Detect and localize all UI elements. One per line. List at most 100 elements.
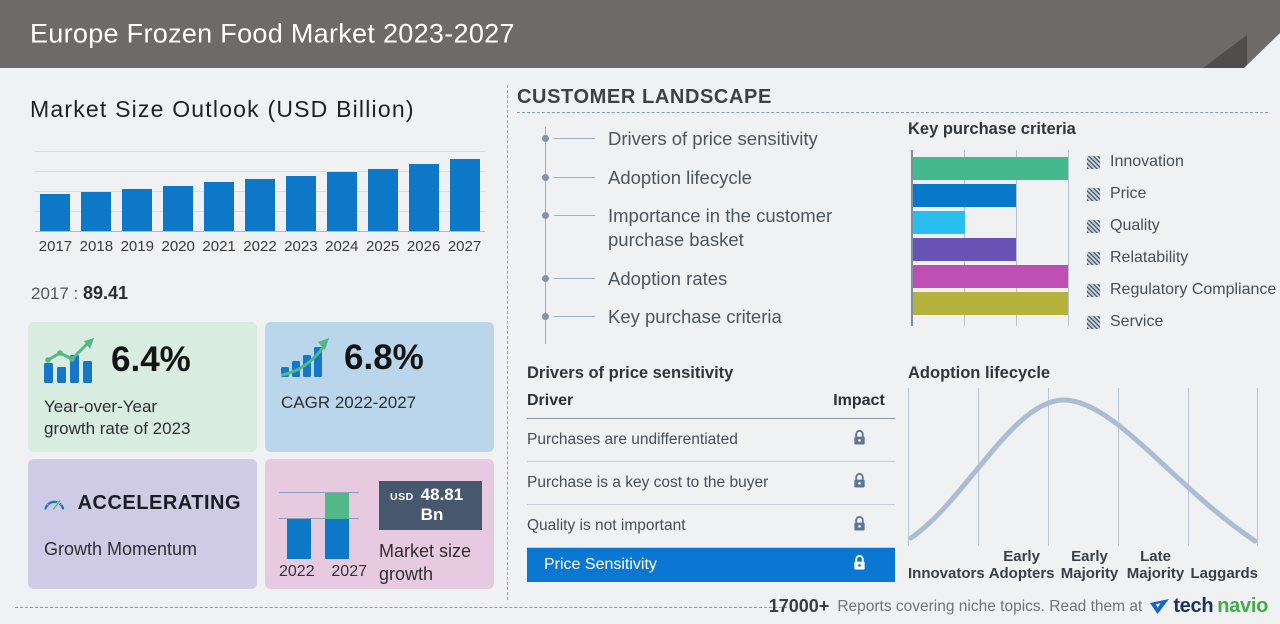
- base-year-label: 2017: [31, 284, 69, 303]
- bar-2027: [449, 159, 480, 231]
- gridline: [1068, 150, 1069, 326]
- cagr-caption: CAGR 2022-2027: [281, 393, 417, 412]
- bar-2022: [244, 179, 275, 231]
- bar-2020: [163, 186, 194, 231]
- adoption-lifecycle-title: Adoption lifecycle: [908, 364, 1051, 382]
- bar-cell: [76, 149, 117, 231]
- hatch-swatch-icon: [1087, 219, 1100, 233]
- segment-label: Innovators: [908, 564, 985, 582]
- year-label: 2026: [406, 238, 441, 255]
- legend-label: Innovation: [1110, 153, 1184, 170]
- column-header-driver: Driver: [527, 392, 574, 409]
- usd-growth-badge: USD 48.81 Bn: [379, 481, 482, 530]
- bar-cell: [280, 149, 321, 231]
- gridline: [35, 151, 485, 152]
- year-label: 2021: [202, 238, 236, 255]
- year-label: 2020: [161, 238, 195, 255]
- gridline: [1188, 388, 1189, 546]
- segment-label: Early Majority: [1060, 547, 1119, 582]
- market-size-growth-card: 2022 2027 USD 48.81 Bn Market size growt…: [265, 459, 494, 589]
- kpc-bars: [913, 157, 1068, 319]
- column-header-impact: Impact: [833, 392, 885, 409]
- hatch-swatch-icon: [1087, 315, 1100, 329]
- bar-2026: [408, 164, 439, 231]
- bar-2024: [326, 172, 357, 231]
- bar-cell: [321, 149, 362, 231]
- adoption-lifecycle-chart: [908, 388, 1258, 546]
- page-curl-fold: [1203, 35, 1247, 68]
- legend-item: Price: [1087, 185, 1276, 203]
- segment-label: Early Adopters: [988, 547, 1055, 582]
- key-purchase-criteria-chart: [911, 150, 1069, 326]
- y-axis-line: [911, 150, 913, 326]
- lock-icon: [853, 555, 865, 570]
- hatch-swatch-icon: [1087, 251, 1100, 265]
- legend-label: Quality: [1110, 217, 1160, 234]
- bar-cell: [362, 149, 403, 231]
- growth-momentum-card: ACCELERATING Growth Momentum: [28, 459, 257, 589]
- gridline: [35, 171, 485, 172]
- cagr-arrow-icon: [281, 338, 329, 377]
- bar-cell: [403, 149, 444, 231]
- customer-landscape-title: CUSTOMER LANDSCAPE: [517, 86, 772, 108]
- mini-year-2022: 2022: [279, 563, 315, 580]
- kpc-bar-quality: [913, 211, 965, 234]
- segment-label: Laggards: [1190, 564, 1259, 582]
- bar-cell: [240, 149, 281, 231]
- kpc-bar-relatability: [913, 238, 1016, 261]
- dashed-divider: [15, 607, 787, 608]
- market-size-outlook-title: Market Size Outlook (USD Billion): [30, 96, 415, 122]
- technavio-logo[interactable]: tech navio: [1150, 595, 1268, 618]
- legend-label: Regulatory Compliance: [1110, 281, 1277, 298]
- bar-2019: [122, 189, 153, 231]
- size-growth-caption: Market size growth: [379, 541, 472, 585]
- market-size-growth-mini-chart: 2022 2027: [279, 471, 367, 581]
- market-size-year-labels: 2017 2018 2019 2020 2021 2022 2023 2024 2025 2026…: [35, 238, 485, 255]
- base-year-note: 2017 : 89.41: [31, 283, 129, 303]
- year-label: 2019: [120, 238, 154, 255]
- list-item: Key purchase criteria: [542, 305, 875, 329]
- hatch-swatch-icon: [1087, 187, 1100, 201]
- customer-landscape-list: Drivers of price sensitivity Adoption li…: [542, 127, 875, 345]
- technavio-logo-icon: [1150, 598, 1170, 614]
- year-label: 2027: [447, 238, 482, 255]
- lock-icon: [853, 516, 865, 531]
- legend-item: Innovation: [1087, 153, 1276, 171]
- bar-2025: [367, 169, 398, 231]
- bar-cell: [199, 149, 240, 231]
- mini-bar-2027-base: [325, 519, 349, 559]
- year-label: 2025: [366, 238, 400, 255]
- momentum-value: ACCELERATING: [77, 491, 241, 514]
- kpc-bar-service: [913, 292, 1068, 315]
- year-label: 2017: [38, 238, 73, 255]
- stat-cards: 6.4% Year-over-Year growth rate of 2023 …: [28, 322, 494, 589]
- bar-2017: [40, 194, 71, 231]
- key-purchase-criteria-title: Key purchase criteria: [908, 120, 1076, 138]
- legend-item: Regulatory Compliance: [1087, 281, 1276, 299]
- table-row: Quality is not important: [527, 505, 895, 548]
- table-row: Purchases are undifferentiated: [527, 419, 895, 462]
- bell-curve: [908, 397, 1258, 544]
- legend-item: Service: [1087, 313, 1276, 331]
- list-item: Adoption lifecycle: [542, 166, 875, 190]
- gridline: [1257, 388, 1258, 546]
- list-item: Drivers of price sensitivity: [542, 127, 875, 151]
- gridline: [1118, 388, 1119, 546]
- year-label: 2023: [284, 238, 318, 255]
- table-header: Driver Impact: [527, 392, 895, 419]
- price-sensitivity-title: Drivers of price sensitivity: [527, 364, 734, 382]
- year-label: 2024: [325, 238, 359, 255]
- vertical-separator: [507, 85, 508, 600]
- yoy-growth-card: 6.4% Year-over-Year growth rate of 2023: [28, 322, 257, 452]
- mini-year-2027: 2027: [331, 563, 367, 580]
- lock-icon: [853, 473, 865, 488]
- lock-icon: [853, 430, 865, 445]
- year-label: 2022: [243, 238, 277, 255]
- kpc-legend: Innovation Price Quality Relatability Regula…: [1087, 153, 1276, 345]
- adoption-lifecycle-labels: Innovators Early Adopters Early Majority La…: [906, 540, 1260, 582]
- speedometer-icon: [44, 498, 65, 511]
- legend-label: Relatability: [1110, 249, 1189, 266]
- header-bar: Europe Frozen Food Market 2023-2027: [0, 0, 1280, 68]
- segment-label: Late Majority: [1126, 547, 1185, 582]
- bar-2021: [204, 182, 235, 231]
